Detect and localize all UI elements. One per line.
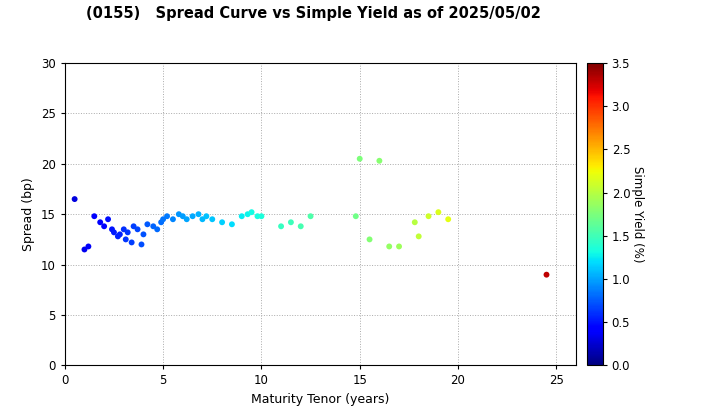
Point [541,271,552,278]
Point [216,219,228,226]
Point [354,155,366,162]
Point [161,213,173,220]
Point [78,246,90,253]
Point [256,213,267,220]
Point [236,213,248,220]
Point [246,209,257,215]
Point [350,213,361,220]
Point [442,216,454,223]
Point [409,219,420,226]
Point [148,223,159,230]
Text: (0155)   Spread Curve vs Simple Yield as of 2025/05/02: (0155) Spread Curve vs Simple Yield as o… [86,6,541,21]
Point [173,211,184,218]
Point [384,243,395,250]
Point [374,158,385,164]
Point [193,211,204,218]
Point [158,216,169,223]
Point [167,216,179,223]
Point [102,216,114,223]
Point [423,213,434,220]
Point [187,213,199,220]
Point [252,213,264,220]
Point [126,239,138,246]
Point [413,233,425,240]
Point [207,216,218,223]
X-axis label: Maturity Tenor (years): Maturity Tenor (years) [251,393,390,406]
Point [128,223,140,230]
Point [89,213,100,220]
Y-axis label: Spread (bp): Spread (bp) [22,177,35,251]
Point [112,233,124,240]
Point [177,213,189,220]
Point [69,196,81,202]
Point [285,219,297,226]
Point [120,236,132,243]
Point [305,213,316,220]
Point [107,226,118,233]
Point [197,216,208,223]
Point [108,229,120,236]
Point [226,221,238,228]
Point [242,211,253,218]
Point [99,223,110,230]
Point [364,236,375,243]
Y-axis label: Simple Yield (%): Simple Yield (%) [631,166,644,262]
Point [151,226,163,233]
Point [142,221,153,228]
Point [275,223,287,230]
Point [156,219,167,226]
Point [122,229,133,236]
Point [114,231,125,238]
Point [138,231,149,238]
Point [201,213,212,220]
Point [181,216,192,223]
Point [94,219,106,226]
Point [132,226,143,233]
Point [295,223,307,230]
Point [118,226,130,233]
Point [83,243,94,250]
Point [433,209,444,215]
Point [393,243,405,250]
Point [136,241,148,248]
